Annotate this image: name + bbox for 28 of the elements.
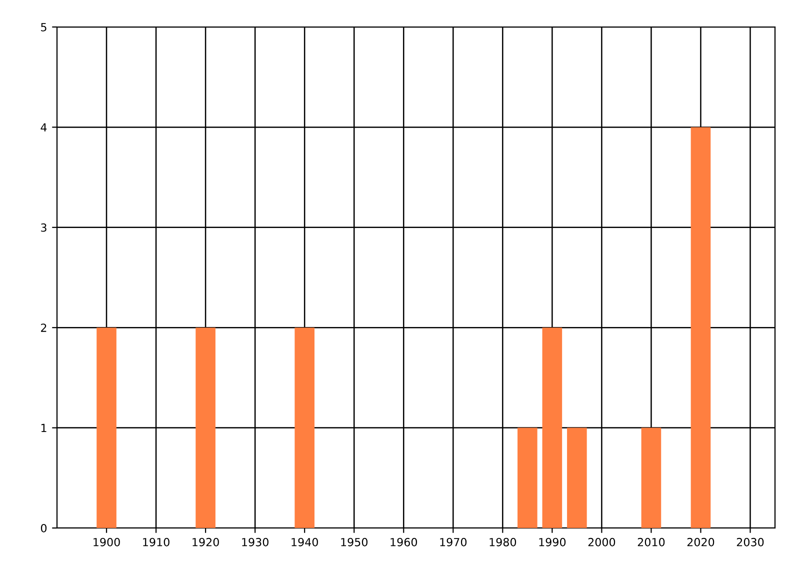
x-tick-label: 1980 bbox=[490, 538, 516, 546]
bar bbox=[641, 428, 662, 528]
x-tick-label: 1960 bbox=[390, 538, 418, 546]
x-tick-label: 1970 bbox=[440, 538, 467, 546]
bar bbox=[542, 328, 562, 528]
bar bbox=[567, 428, 587, 528]
x-tick-label: 1920 bbox=[192, 538, 219, 546]
x-tick-label: 1950 bbox=[341, 538, 368, 546]
x-tick-label: 2010 bbox=[638, 538, 665, 546]
bar bbox=[294, 328, 314, 528]
y-tick-label: 5 bbox=[41, 23, 46, 32]
x-tick-label: 1930 bbox=[242, 538, 268, 546]
y-tick-label: 0 bbox=[40, 524, 47, 532]
y-tick-label: 2 bbox=[41, 324, 46, 332]
x-tick-label: 1990 bbox=[539, 538, 566, 546]
y-tick-label: 4 bbox=[40, 123, 47, 132]
bar bbox=[196, 328, 216, 528]
bar bbox=[690, 127, 711, 528]
bar bbox=[96, 328, 116, 528]
x-tick-label: 1940 bbox=[292, 538, 318, 546]
y-tick-label: 1 bbox=[41, 424, 46, 432]
x-tick-label: 2000 bbox=[588, 538, 616, 546]
x-tick-label: 2020 bbox=[687, 538, 714, 546]
x-tick-label: 2030 bbox=[736, 538, 764, 546]
y-tick-label: 3 bbox=[41, 223, 46, 232]
x-tick-label: 1900 bbox=[94, 538, 120, 546]
bar bbox=[518, 428, 538, 528]
x-tick-label: 1910 bbox=[143, 538, 170, 546]
